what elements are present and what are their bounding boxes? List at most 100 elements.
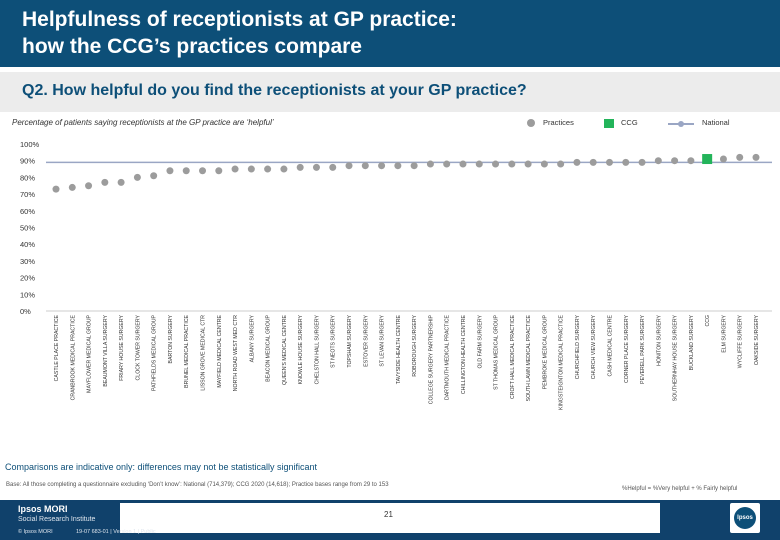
category-label: ROBOROUGH SURGERY [412,314,418,376]
practice-point [719,155,727,163]
ccg-marker [702,154,713,165]
practice-point [312,163,320,171]
practice-point [671,157,679,165]
practice-point [492,160,500,168]
job-number-text: 19-07 683-01 | Version 1 | Public [76,529,156,535]
practice-point [557,160,565,168]
category-label: PATHFIELDS MEDICAL GROUP [152,314,158,391]
practice-point [654,157,662,165]
category-label: MAYFIELD MEDICAL CENTRE [217,314,223,387]
practice-point [182,167,190,175]
y-tick-label: 90% [20,157,35,166]
legend-national-marker [668,121,694,127]
institute-name: Social Research Institute [18,516,96,523]
practice-point [752,153,760,161]
y-tick-label: 10% [20,290,35,299]
category-label: KINGSTEIGNTON MEDICAL PRACTICE [559,314,565,409]
practice-point [101,178,109,186]
category-label: BRUNEL MEDICAL PRACTICE [184,314,190,387]
slide-title-line-1: Helpfulness of receptionists at GP pract… [22,8,457,31]
category-label: ESTOVER SURGERY [363,314,369,366]
category-label: CRANBROOK MEDICAL PRACTICE [70,314,76,400]
category-label: CHILLINGTON HEALTH CENTRE [461,314,467,394]
ipsos-brand-logo: Ipsos [730,503,760,533]
category-label: ST LEVAN SURGERY [380,314,386,366]
comparison-chart: 0% 10% 20% 30% 40% 50% 60% 70% 80% 90% 100% CASTLE … [20,140,772,410]
category-label: CORNER PLACE SURGERY [624,314,630,382]
category-label: KNOWLE HOUSE SURGERY [298,314,304,384]
practice-point [443,160,451,168]
practice-point [524,160,532,168]
practice-point [166,167,174,175]
category-label: SOUTHERNHAY HOUSE SURGERY [673,314,679,401]
practice-point [264,165,272,173]
title-banner: Helpfulness of receptionists at GP pract… [0,0,780,67]
practice-point [540,160,548,168]
category-label: CASTLE PLACE PRACTICE [54,314,60,381]
practice-point [638,158,646,166]
legend-practices-marker [527,119,535,127]
category-label: NORTH ROAD WEST MED CTR [233,315,239,391]
practice-point [231,165,239,173]
category-label: TOPSHAM SURGERY [347,314,353,367]
category-label: CCG [705,315,711,327]
practice-point [394,162,402,170]
category-label: CHURCH VIEW SURGERY [591,314,597,379]
practice-point [410,162,418,170]
category-label: TAVYSIDE HEALTH CENTRE [396,314,402,384]
y-tick-label: 70% [20,190,35,199]
base-note: Base: All those completing a questionnai… [6,482,389,488]
category-label: WYCLIFFE SURGERY [738,314,744,368]
category-label: CROFT HALL MEDICAL PRACTICE [510,314,516,399]
category-label: ST NEOTS SURGERY [331,314,337,367]
category-label: MAYFLOWER MEDICAL GROUP [87,314,93,392]
question-bar: Q2. How helpful do you find the receptio… [0,72,780,112]
practice-point [85,182,93,190]
practice-point [296,163,304,171]
category-label: HONITON SURGERY [656,314,662,365]
practice-point [329,163,337,171]
practice-point [475,160,483,168]
y-tick-label: 80% [20,173,35,182]
practice-point [622,158,630,166]
category-label: CASH MEDICAL CENTRE [607,314,613,376]
question-text: Q2. How helpful do you find the receptio… [22,82,527,99]
practice-point [736,153,744,161]
practice-point [687,157,695,165]
footer-page-panel [120,503,660,533]
category-label: PEVERELL PARK SURGERY [640,314,646,383]
category-label: COLLEGE SURGERY PARTNERSHIP [428,314,434,404]
ipsos-mori-logo: Ipsos MORI [18,504,68,514]
y-tick-label: 60% [20,207,35,216]
practice-point [215,167,223,175]
y-tick-label: 20% [20,274,35,283]
y-tick-label: 0% [20,307,31,316]
practice-point [573,158,581,166]
practice-point [133,173,141,181]
practice-point [345,162,353,170]
category-label: BARTON SURGERY [168,314,174,363]
helpful-definition-note: %Helpful = %Very helpful + % Fairly help… [622,486,738,492]
legend-national-label: National [702,118,730,127]
category-label: BEAUMONT VILLA SURGERY [103,314,109,386]
category-label: OAKSIDE SURGERY [754,314,760,365]
practice-point [68,183,76,191]
practice-point [150,172,158,180]
category-label: SOUTH LAWN MEDICAL PRACTICE [526,314,532,401]
practice-point [605,158,613,166]
category-label: CHELSTON HALL SURGERY [314,314,320,384]
disclaimer-text: Comparisons are indicative only: differe… [5,462,317,472]
practice-point [459,160,467,168]
practice-point [589,158,597,166]
page-number: 21 [384,510,393,519]
category-label: ST THOMAS MEDICAL GROUP [494,314,500,389]
category-label: ALBANY SURGERY [249,314,255,362]
chart-title: Percentage of patients saying receptioni… [12,118,274,127]
category-label: LISSON GROVE MEDICAL CTR [201,315,207,391]
practice-point [508,160,516,168]
category-label: ELM SURGERY [721,314,727,352]
category-label: FRIARY HOUSE SURGERY [119,314,125,380]
slide-title-line-2: how the CCG’s practices compare [22,35,362,58]
practice-point [52,185,60,193]
y-tick-label: 30% [20,257,35,266]
